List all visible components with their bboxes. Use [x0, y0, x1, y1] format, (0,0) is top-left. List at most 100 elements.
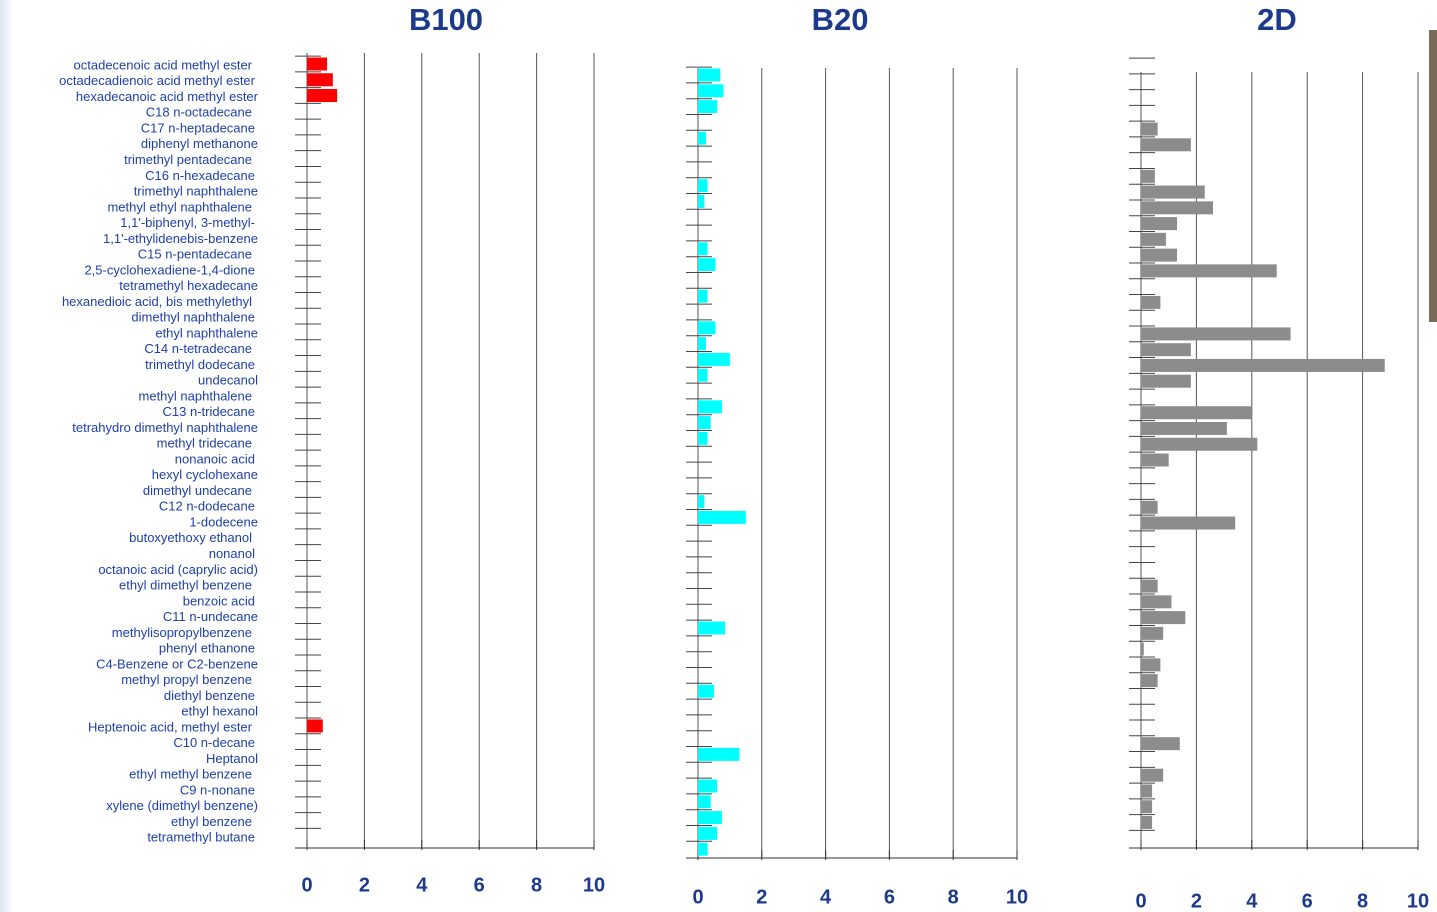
x-tick-label: 0 — [692, 886, 703, 908]
category-label: octadecadienoic acid methyl ester — [59, 73, 256, 88]
x-tick-label: 10 — [1407, 890, 1429, 912]
x-tick-label: 0 — [1135, 890, 1146, 912]
category-label: nonanoic acid — [175, 451, 255, 466]
bar — [698, 684, 714, 698]
x-tick-label: 2 — [756, 886, 767, 908]
bar — [1141, 437, 1258, 451]
category-label: C18 n-octadecane — [146, 105, 252, 120]
category-label: phenyl ethanone — [159, 641, 255, 656]
category-label: dimethyl undecane — [143, 483, 252, 498]
bar — [698, 811, 722, 825]
bar — [698, 337, 706, 351]
x-tick-label: 8 — [531, 874, 542, 896]
bar — [698, 68, 721, 82]
bar — [698, 842, 708, 856]
category-label: trimethyl pentadecane — [124, 152, 252, 167]
bar — [1141, 248, 1178, 262]
bar — [1141, 500, 1158, 514]
bar — [698, 321, 716, 335]
bar — [1141, 784, 1153, 798]
x-tick-label: 10 — [583, 874, 605, 896]
bar — [1141, 201, 1214, 215]
bar — [1141, 737, 1180, 751]
category-label: tetramethyl hexadecane — [119, 278, 258, 293]
category-label: 1,1'-ethylidenebis-benzene — [103, 231, 258, 246]
category-label: dimethyl naphthalene — [131, 310, 255, 325]
x-tick-label: 4 — [416, 874, 428, 896]
category-label: benzoic acid — [183, 593, 255, 608]
category-label: nonanol — [209, 546, 255, 561]
category-label: Heptenoic acid, methyl ester — [88, 719, 253, 734]
category-label: hexadecanoic acid methyl ester — [76, 89, 259, 104]
category-label: C11 n-undecane — [163, 609, 258, 624]
category-label: C14 n-tetradecane — [144, 341, 252, 356]
category-label: C17 n-heptadecane — [141, 120, 255, 135]
category-label: xylene (dimethyl benzene) — [106, 798, 258, 813]
bar — [698, 289, 708, 303]
category-label: tetramethyl butane — [147, 830, 255, 845]
category-label: trimethyl dodecane — [145, 357, 255, 372]
x-tick-label: 2 — [1191, 890, 1202, 912]
category-label: hexanedioic acid, bis methylethyl — [62, 294, 252, 309]
bar — [698, 495, 705, 509]
category-label: undecanol — [198, 373, 258, 388]
category-label: trimethyl naphthalene — [134, 184, 258, 199]
bar — [1141, 768, 1164, 782]
category-label: ethyl dimethyl benzene — [119, 578, 252, 593]
bar — [1141, 358, 1385, 372]
bar — [307, 719, 323, 733]
category-label: C9 n-nonane — [180, 782, 255, 797]
bar — [698, 179, 708, 193]
category-label: C15 n-pentadecane — [138, 247, 252, 262]
bar — [698, 368, 708, 382]
category-label: 2,5-cyclohexadiene-1,4-dione — [84, 262, 255, 277]
category-label: C4-Benzene or C2-benzene — [96, 656, 258, 671]
bar — [1141, 595, 1172, 609]
category-label: 1,1'-biphenyl, 3-methyl- — [120, 215, 255, 230]
category-label: methyl ethyl naphthalene — [107, 199, 252, 214]
category-label: methylisopropylbenzene — [112, 625, 252, 640]
category-label: C16 n-hexadecane — [145, 168, 255, 183]
bar — [1141, 217, 1178, 231]
x-tick-label: 0 — [301, 874, 312, 896]
bar — [698, 84, 724, 98]
x-tick-label: 10 — [1006, 886, 1028, 908]
bar — [698, 242, 708, 256]
bar — [1141, 516, 1236, 530]
photo-strip — [1429, 30, 1437, 322]
bar — [1141, 800, 1153, 814]
bar — [1141, 327, 1291, 341]
bar — [1141, 611, 1186, 625]
bar — [1141, 406, 1252, 420]
category-label: ethyl hexanol — [181, 704, 258, 719]
panel-title: B20 — [812, 2, 869, 37]
category-label: ethyl benzene — [171, 814, 252, 829]
bar — [1141, 264, 1277, 278]
panel-title: 2D — [1257, 2, 1297, 37]
bar — [698, 747, 740, 761]
x-tick-label: 6 — [1302, 890, 1313, 912]
category-label: octadecenoic acid methyl ester — [74, 57, 253, 72]
category-label: methyl propyl benzene — [121, 672, 252, 687]
bar — [698, 416, 711, 430]
bar — [307, 57, 328, 71]
category-label: C10 n-decane — [173, 735, 255, 750]
x-tick-label: 4 — [820, 886, 832, 908]
category-label: diethyl benzene — [164, 688, 255, 703]
bar — [1141, 642, 1144, 656]
bar — [1141, 343, 1191, 357]
category-label: C12 n-dodecane — [159, 499, 255, 514]
bar — [1141, 453, 1169, 467]
bar — [1141, 232, 1166, 246]
x-tick-label: 4 — [1246, 890, 1258, 912]
category-label: hexyl cyclohexane — [152, 467, 258, 482]
category-label: diphenyl methanone — [141, 136, 258, 151]
bar — [698, 431, 708, 445]
x-tick-label: 8 — [948, 886, 959, 908]
bar — [698, 100, 718, 114]
bar — [698, 795, 711, 809]
bar — [1141, 374, 1191, 388]
bar — [698, 621, 726, 635]
bar — [698, 826, 718, 840]
